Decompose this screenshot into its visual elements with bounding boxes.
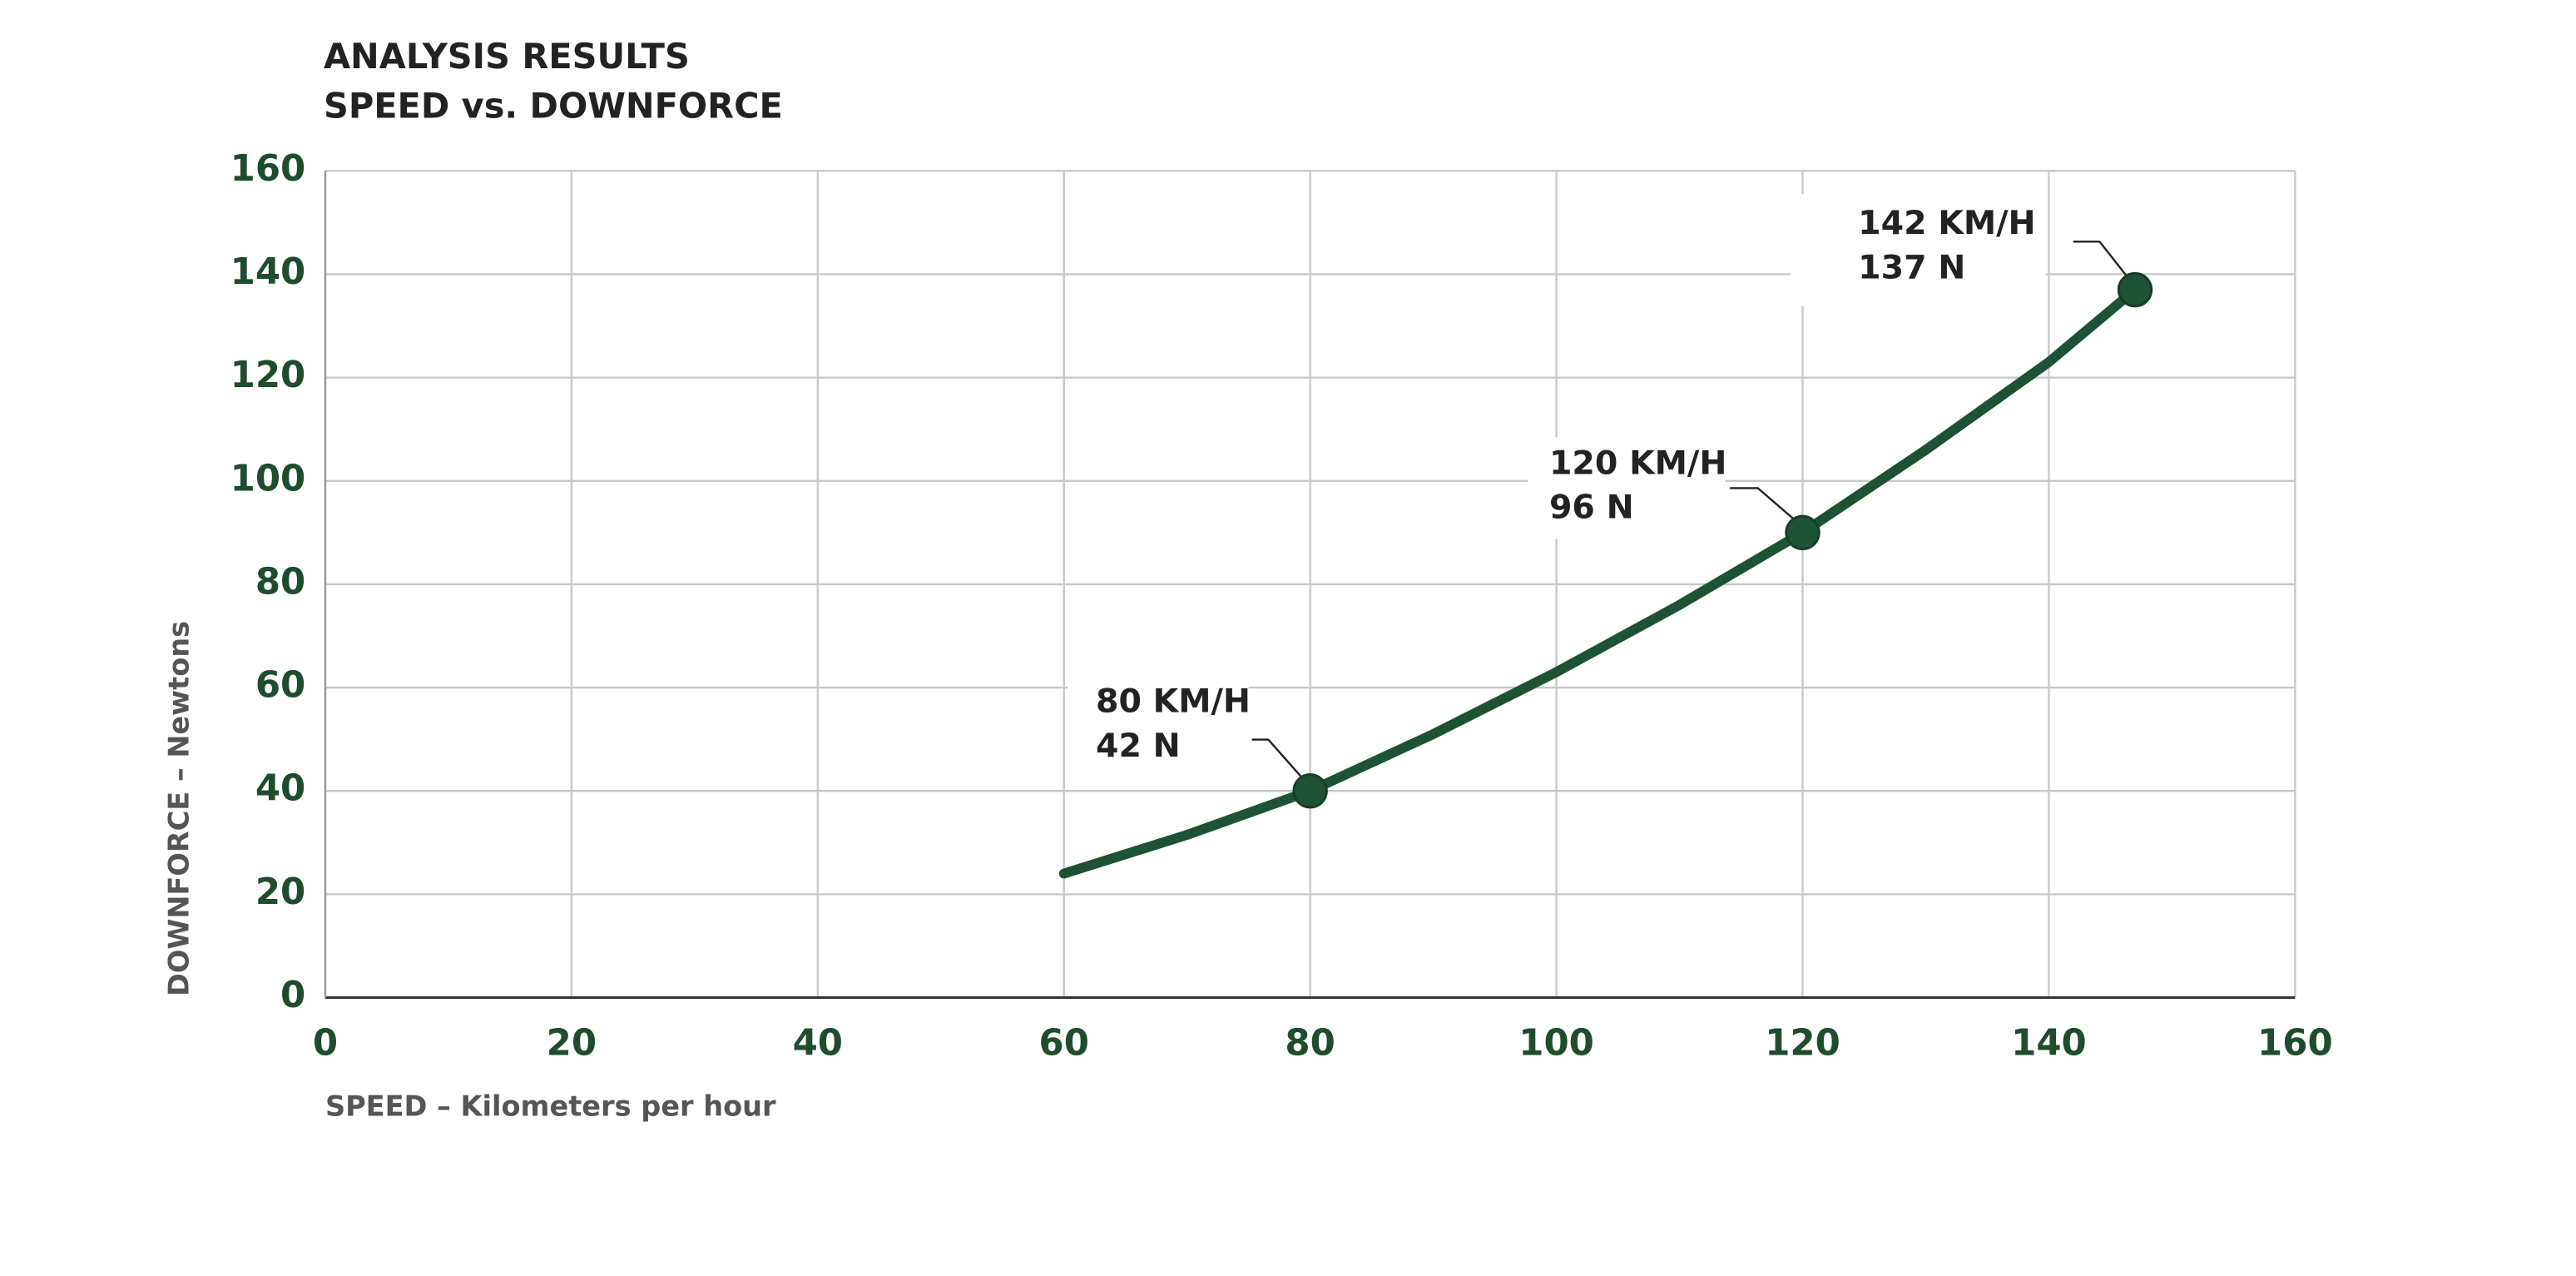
y-tick-label: 0	[280, 975, 305, 1016]
annotation-text: 96 N	[1549, 489, 1634, 527]
annotation-text: 80 KM/H	[1096, 683, 1251, 721]
y-tick-label: 20	[255, 871, 305, 913]
y-tick-label: 60	[255, 665, 305, 707]
annotation-text: 137 N	[1858, 248, 1965, 286]
data-point	[1785, 514, 1821, 551]
annotation-leader	[2073, 241, 2130, 280]
y-tick-label: 120	[230, 355, 306, 396]
x-tick-label: 160	[2257, 1022, 2333, 1064]
x-tick-label: 20	[547, 1022, 597, 1064]
annotation-text: 142 KM/H	[1858, 204, 2035, 242]
x-tick-label: 140	[2011, 1022, 2087, 1064]
annotation-leader	[1730, 487, 1797, 522]
x-tick-label: 80	[1285, 1022, 1335, 1064]
annotation-bg	[1791, 193, 2046, 306]
annotation-bg	[1068, 677, 1249, 776]
x-tick-label: 100	[1518, 1022, 1594, 1064]
y-axis-label: DOWNFORCE – Newtons	[163, 621, 196, 996]
data-point	[2117, 271, 2153, 308]
y-tick-label: 100	[230, 458, 306, 499]
y-tick-label: 80	[255, 561, 305, 603]
x-tick-label: 40	[793, 1022, 843, 1064]
annotation-leader	[1251, 738, 1305, 781]
x-tick-label: 0	[313, 1022, 338, 1064]
x-tick-label: 60	[1039, 1022, 1089, 1064]
data-line	[1058, 285, 2140, 879]
data-point	[1292, 773, 1328, 809]
chart-subtitle: SPEED vs. DOWNFORCE	[324, 86, 783, 126]
annotation-text: 42 N	[1096, 727, 1181, 765]
y-tick-label: 40	[255, 768, 305, 810]
y-tick-label: 140	[230, 251, 306, 293]
chart-title: ANALYSIS RESULTS	[324, 37, 690, 77]
x-tick-label: 120	[1765, 1022, 1840, 1064]
x-axis-label: SPEED – Kilometers per hour	[325, 1090, 776, 1122]
annotation-text: 120 KM/H	[1549, 444, 1726, 482]
y-tick-label: 160	[230, 148, 306, 190]
annotation-bg	[1528, 437, 1726, 539]
